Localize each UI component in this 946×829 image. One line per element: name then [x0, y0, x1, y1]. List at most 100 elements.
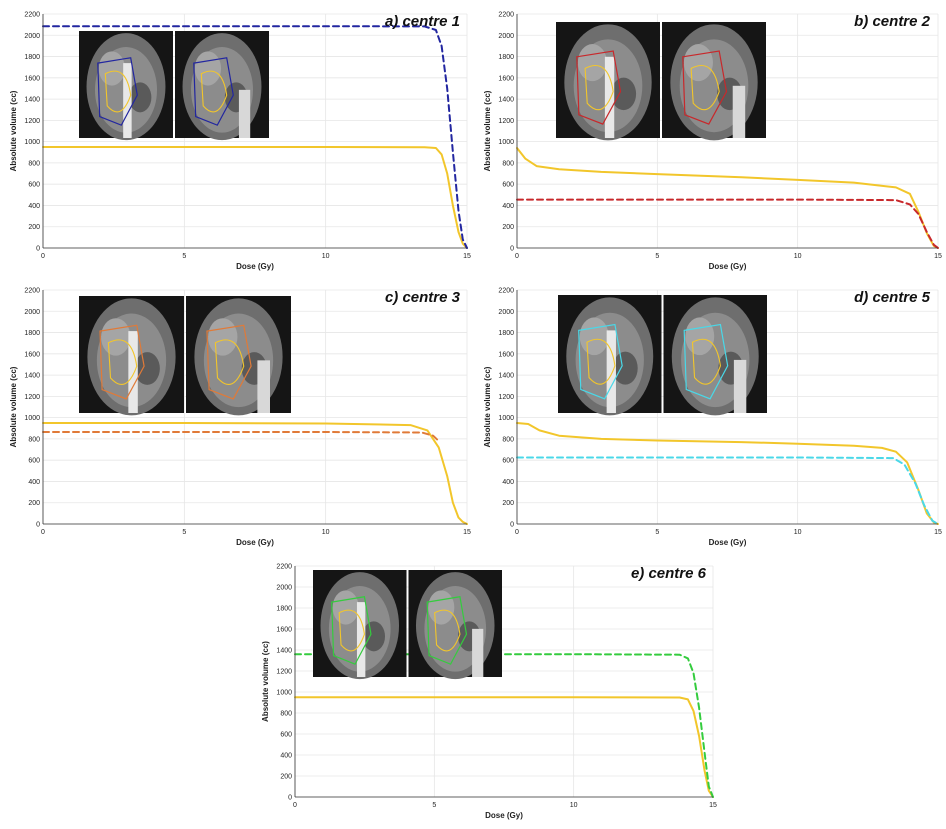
panel-c-y-axis-label: Absolute volume (cc) — [9, 366, 18, 447]
panel-d-ct-inset — [558, 295, 767, 416]
panel-d-y-tick-label: 800 — [502, 436, 514, 443]
panel-e-y-tick-label: 1400 — [276, 648, 292, 655]
panel-b-y-tick-label: 600 — [502, 182, 514, 189]
panel-e-centre-dvh-line — [294, 653, 714, 798]
panel-d-y-tick-label: 1800 — [498, 330, 514, 337]
panel-b-y-tick-label: 1600 — [498, 75, 514, 82]
panel-a-y-tick-label: 600 — [28, 182, 40, 189]
panel-b-y-tick-label: 200 — [502, 224, 514, 231]
panel-a-y-tick-label: 2200 — [24, 12, 40, 19]
panel-a-ct-coronal-view — [79, 31, 173, 141]
panel-b-x-tick-label: 15 — [934, 253, 942, 260]
panel-d-x-tick-label: 15 — [934, 529, 942, 536]
panel-e-x-tick-label: 0 — [293, 802, 297, 809]
panel-d-y-tick-label: 200 — [502, 500, 514, 507]
panel-d-y-tick-label: 1600 — [498, 351, 514, 358]
panel-d-y-tick-label: 600 — [502, 458, 514, 465]
panel-d-centre-dvh-line — [516, 456, 939, 525]
panel-e-y-tick-label: 2000 — [276, 585, 292, 592]
panel-a-y-axis-label: Absolute volume (cc) — [9, 90, 18, 171]
panel-a-y-tick-label: 200 — [28, 224, 40, 231]
panel-c-y-tick-label: 400 — [28, 479, 40, 486]
panel-e-y-tick-label: 2200 — [276, 564, 292, 571]
panel-b-y-tick-label: 2000 — [498, 33, 514, 40]
panel-e-y-tick-label: 400 — [280, 753, 292, 760]
panel-a-ct-inset — [79, 31, 269, 141]
panel-c-y-tick-label: 1000 — [24, 415, 40, 422]
panel-e-x-tick-label: 15 — [709, 802, 717, 809]
panel-d-x-axis-label: Dose (Gy) — [709, 538, 747, 547]
panel-c-y-tick-label: 0 — [36, 522, 40, 529]
panel-e-y-tick-label: 1000 — [276, 690, 292, 697]
panel-e-ct-inset — [313, 570, 502, 680]
panel-e-x-axis-label: Dose (Gy) — [485, 811, 523, 820]
panel-b-y-tick-label: 1400 — [498, 97, 514, 104]
panel-c-x-tick-label: 0 — [41, 529, 45, 536]
panel-b-centre-dvh-line — [516, 198, 939, 249]
panel-b-x-tick-label: 0 — [515, 253, 519, 260]
panel-d-y-tick-label: 2200 — [498, 288, 514, 295]
panel-e-y-tick-label: 1600 — [276, 627, 292, 634]
panel-d: 0 200 400 600 800 1000 1200 1400 1600 1800 2000 220… — [483, 288, 942, 548]
panel-a-y-tick-label: 800 — [28, 160, 40, 167]
panel-b-title: b) centre 2 — [854, 13, 931, 30]
panel-c-y-tick-label: 1600 — [24, 351, 40, 358]
panel-e-y-tick-label: 200 — [280, 774, 292, 781]
panel-a-y-tick-label: 1200 — [24, 118, 40, 125]
panel-b-ct-coronal-view — [556, 22, 660, 141]
panel-a-y-tick-label: 2000 — [24, 33, 40, 40]
panel-d-y-tick-label: 0 — [510, 522, 514, 529]
panel-e-y-tick-label: 1800 — [276, 606, 292, 613]
panel-c-y-tick-label: 1200 — [24, 394, 40, 401]
panel-c-y-tick-label: 800 — [28, 436, 40, 443]
panel-d-ct-sagittal-view — [663, 295, 767, 416]
panel-c-y-tick-label: 2200 — [24, 288, 40, 295]
panel-e: 0 200 400 600 800 1000 1200 1400 1600 1800 2000 220… — [261, 564, 717, 821]
panel-c-reference-dvh-line — [42, 422, 468, 525]
panel-d-y-tick-label: 1000 — [498, 415, 514, 422]
panel-d-x-tick-label: 0 — [515, 529, 519, 536]
panel-b-x-tick-label: 10 — [794, 253, 802, 260]
panel-a-y-tick-label: 0 — [36, 246, 40, 253]
panel-c-y-tick-label: 2000 — [24, 309, 40, 316]
panel-b-y-tick-label: 400 — [502, 203, 514, 210]
panel-b-y-tick-label: 1000 — [498, 139, 514, 146]
panel-e-title: e) centre 6 — [631, 565, 707, 582]
panel-a: 0 200 400 600 800 1000 1200 1400 1600 1800 2000 220… — [9, 12, 471, 272]
panel-c-ct-inset — [79, 296, 291, 416]
panel-b-y-axis-label: Absolute volume (cc) — [483, 90, 492, 171]
panel-e-ct-coronal-view — [313, 570, 407, 680]
panel-c-ct-sagittal-view — [186, 296, 291, 416]
panel-e-y-tick-label: 800 — [280, 711, 292, 718]
panel-a-y-tick-label: 1400 — [24, 97, 40, 104]
panel-e-x-tick-label: 10 — [570, 802, 578, 809]
panel-a-x-axis-label: Dose (Gy) — [236, 262, 274, 271]
panel-d-y-tick-label: 1200 — [498, 394, 514, 401]
panel-a-reference-dvh-line — [42, 146, 468, 249]
panel-a-x-tick-label: 15 — [463, 253, 471, 260]
panel-c-y-tick-label: 200 — [28, 500, 40, 507]
panel-b-y-tick-label: 2200 — [498, 12, 514, 19]
panel-e-y-tick-label: 1200 — [276, 669, 292, 676]
panel-a-x-tick-label: 5 — [182, 253, 186, 260]
panel-d-y-tick-label: 400 — [502, 479, 514, 486]
panel-b: 0 200 400 600 800 1000 1200 1400 1600 1800 2000 220… — [483, 12, 942, 272]
panel-a-x-tick-label: 0 — [41, 253, 45, 260]
panel-e-grid — [294, 565, 714, 798]
panel-e-ct-sagittal-view — [408, 570, 502, 680]
panel-a-y-tick-label: 1600 — [24, 75, 40, 82]
panel-b-ct-sagittal-view — [662, 22, 766, 141]
panel-b-y-tick-label: 1200 — [498, 118, 514, 125]
panel-a-y-tick-label: 400 — [28, 203, 40, 210]
panel-a-ct-sagittal-view — [175, 31, 269, 141]
panel-c: 0 200 400 600 800 1000 1200 1400 1600 1800 2000 220… — [9, 288, 471, 548]
panel-b-ct-inset — [556, 22, 766, 141]
panel-c-x-tick-label: 15 — [463, 529, 471, 536]
panel-c-y-tick-label: 600 — [28, 458, 40, 465]
panel-c-title: c) centre 3 — [385, 289, 461, 306]
panel-c-x-axis-label: Dose (Gy) — [236, 538, 274, 547]
panel-d-y-axis-label: Absolute volume (cc) — [483, 366, 492, 447]
panel-b-x-tick-label: 5 — [655, 253, 659, 260]
panel-d-y-tick-label: 2000 — [498, 309, 514, 316]
panel-a-x-tick-label: 10 — [322, 253, 330, 260]
